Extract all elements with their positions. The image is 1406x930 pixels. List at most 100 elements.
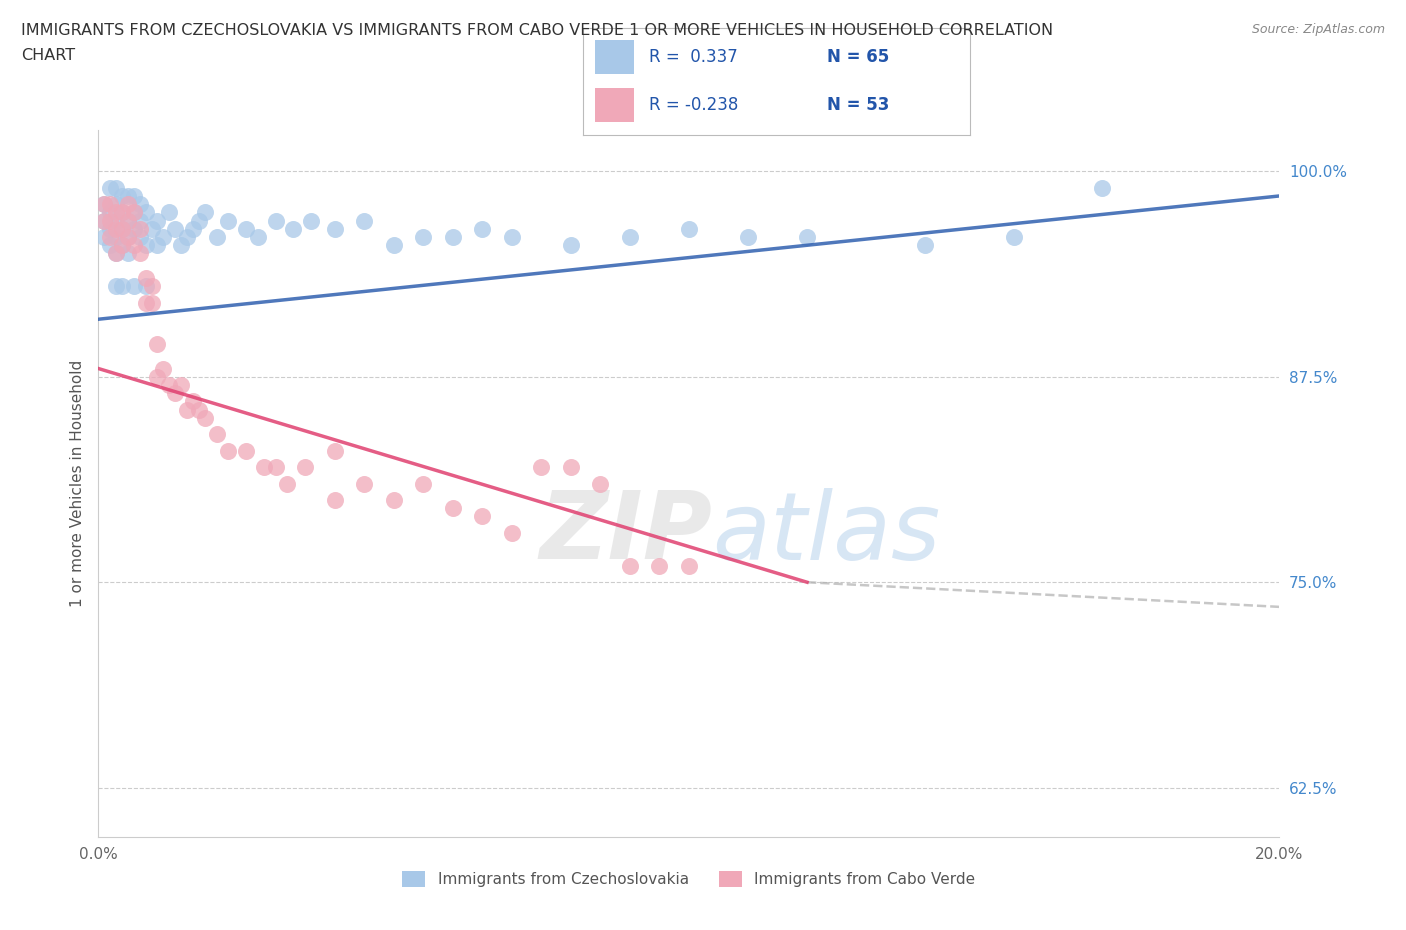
- Text: CHART: CHART: [21, 48, 75, 63]
- Point: [1002, 230, 1025, 245]
- Point: [111, 205, 134, 219]
- Point: [235, 221, 257, 236]
- Point: [146, 337, 169, 352]
- Point: [117, 189, 139, 204]
- Point: [146, 369, 169, 384]
- Point: [98, 205, 121, 219]
- Point: [264, 213, 287, 228]
- Point: [323, 221, 346, 236]
- Point: [501, 525, 523, 540]
- Point: [111, 238, 134, 253]
- Point: [105, 246, 128, 261]
- Text: ZIP: ZIP: [540, 487, 713, 579]
- Text: IMMIGRANTS FROM CZECHOSLOVAKIA VS IMMIGRANTS FROM CABO VERDE 1 OR MORE VEHICLES : IMMIGRANTS FROM CZECHOSLOVAKIA VS IMMIGR…: [21, 23, 1053, 38]
- Point: [105, 230, 128, 245]
- Point: [619, 230, 641, 245]
- Point: [117, 230, 139, 245]
- Point: [205, 230, 228, 245]
- Point: [501, 230, 523, 245]
- Point: [98, 230, 121, 245]
- Point: [122, 205, 145, 219]
- Point: [235, 444, 257, 458]
- Point: [105, 221, 128, 236]
- Point: [105, 279, 128, 294]
- Point: [111, 238, 134, 253]
- Point: [117, 197, 139, 212]
- Point: [93, 197, 115, 212]
- Point: [93, 213, 115, 228]
- Point: [264, 459, 287, 474]
- Point: [283, 221, 305, 236]
- Point: [146, 238, 169, 253]
- Point: [111, 205, 134, 219]
- Point: [135, 296, 157, 311]
- Point: [105, 197, 128, 212]
- Point: [111, 279, 134, 294]
- Point: [294, 459, 316, 474]
- Point: [111, 189, 134, 204]
- Point: [589, 476, 612, 491]
- Point: [122, 189, 145, 204]
- Point: [382, 238, 405, 253]
- Point: [146, 213, 169, 228]
- Point: [471, 221, 494, 236]
- Point: [152, 230, 174, 245]
- Point: [117, 213, 139, 228]
- Point: [122, 205, 145, 219]
- Point: [530, 459, 553, 474]
- Point: [170, 238, 193, 253]
- Point: [93, 197, 115, 212]
- Point: [217, 213, 239, 228]
- Point: [122, 279, 145, 294]
- Point: [141, 279, 163, 294]
- Text: N = 65: N = 65: [827, 47, 890, 66]
- Point: [441, 501, 464, 516]
- Point: [246, 230, 269, 245]
- Point: [1091, 180, 1114, 195]
- Point: [98, 221, 121, 236]
- Point: [128, 230, 150, 245]
- Point: [128, 197, 150, 212]
- Point: [170, 378, 193, 392]
- Point: [117, 230, 139, 245]
- Point: [353, 213, 375, 228]
- Point: [181, 394, 204, 409]
- Point: [98, 238, 121, 253]
- Point: [471, 509, 494, 524]
- Point: [98, 213, 121, 228]
- Point: [98, 197, 121, 212]
- Y-axis label: 1 or more Vehicles in Household: 1 or more Vehicles in Household: [69, 360, 84, 607]
- Point: [98, 180, 121, 195]
- Point: [796, 230, 818, 245]
- Text: R = -0.238: R = -0.238: [650, 96, 738, 113]
- Point: [141, 221, 163, 236]
- Point: [135, 279, 157, 294]
- Point: [152, 361, 174, 376]
- Point: [122, 238, 145, 253]
- Point: [128, 213, 150, 228]
- Point: [323, 493, 346, 508]
- Point: [111, 221, 134, 236]
- Point: [181, 221, 204, 236]
- Point: [141, 296, 163, 311]
- Point: [165, 221, 187, 236]
- Point: [176, 230, 198, 245]
- Point: [122, 221, 145, 236]
- Point: [176, 402, 198, 417]
- Point: [914, 238, 936, 253]
- Point: [441, 230, 464, 245]
- Point: [105, 213, 128, 228]
- Point: [648, 558, 671, 573]
- Point: [135, 271, 157, 286]
- Point: [205, 427, 228, 442]
- Point: [217, 444, 239, 458]
- Point: [323, 444, 346, 458]
- Point: [105, 205, 128, 219]
- Text: Source: ZipAtlas.com: Source: ZipAtlas.com: [1251, 23, 1385, 36]
- Point: [135, 238, 157, 253]
- Point: [111, 221, 134, 236]
- Text: atlas: atlas: [713, 487, 941, 578]
- Legend: Immigrants from Czechoslovakia, Immigrants from Cabo Verde: Immigrants from Czechoslovakia, Immigran…: [396, 865, 981, 893]
- Point: [187, 213, 209, 228]
- Point: [128, 246, 150, 261]
